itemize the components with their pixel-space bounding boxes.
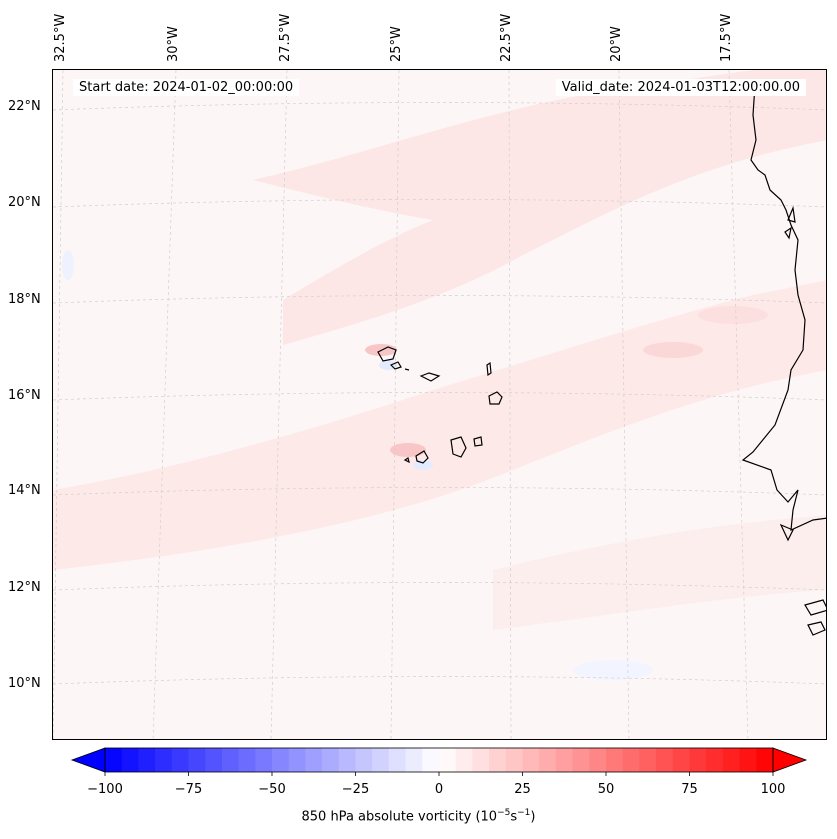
latitude-label: 20°N (8, 195, 41, 210)
colorbar-cell (188, 748, 206, 772)
colorbar-cell (439, 748, 457, 772)
latitude-label: 10°N (8, 676, 41, 691)
colorbar-tick-label: 100 (760, 782, 786, 797)
latitude-label: 16°N (8, 388, 41, 403)
colorbar-cell (606, 748, 624, 772)
colorbar-cell (739, 748, 757, 772)
colorbar-cell (472, 748, 490, 772)
colorbar-cell (121, 748, 139, 772)
colorbar-cell (372, 748, 390, 772)
colorbar-title: 850 hPa absolute vorticity (10−5s−1) (301, 808, 536, 825)
colorbar-tick-label: 75 (681, 782, 698, 797)
colorbar-cell (622, 748, 640, 772)
colorbar-tick-label: −75 (174, 782, 203, 797)
vorticity-max-fogo (390, 443, 426, 457)
colorbar-cell (305, 748, 323, 772)
start-date-label: Start date: 2024-01-02_00:00:00 (73, 79, 300, 96)
colorbar-cell (455, 748, 473, 772)
colorbar-cell (155, 748, 173, 772)
colorbar-cell (338, 748, 356, 772)
colorbar-cell (522, 748, 540, 772)
colorbar-cell (221, 748, 240, 772)
coastline (741, 84, 826, 636)
colorbar-cell (322, 748, 340, 772)
positive-patch-east2 (698, 306, 768, 324)
graticule (53, 70, 826, 739)
colorbar-cell (388, 748, 407, 772)
colorbar-tick-label: −50 (258, 782, 286, 797)
colorbar-cell (288, 748, 306, 772)
colorbar-cell (589, 748, 607, 772)
colorbar-cell (272, 748, 290, 772)
colorbar-extend-max (772, 747, 808, 773)
colorbar-cell (405, 748, 423, 772)
latitude-label: 18°N (8, 292, 41, 307)
colorbar-cell (205, 748, 223, 772)
negative-patch-west (62, 250, 74, 280)
colorbar-cell (722, 748, 741, 772)
latitude-label: 22°N (8, 99, 41, 114)
colorbar-tick-label: 25 (514, 782, 531, 797)
colorbar-cell (138, 748, 156, 772)
colorbar-cell (505, 748, 523, 772)
colorbar-cell (489, 748, 507, 772)
colorbar-cell (422, 748, 440, 772)
cape-verde-islands (377, 346, 503, 464)
map-panel: Start date: 2024-01-02_00:00:00 Valid_da… (52, 69, 827, 740)
colorbar-tick-label: 0 (434, 782, 444, 797)
colorbar-tick-label: −100 (87, 782, 123, 797)
colorbar-cell (706, 748, 724, 772)
latitude-label: 12°N (8, 580, 41, 595)
colorbar-tick-label: −25 (341, 782, 370, 797)
vorticity-min-fogo (413, 460, 433, 470)
negative-patch-south (573, 660, 653, 680)
colorbar-cells (105, 748, 774, 772)
colorbar-cell (255, 748, 273, 772)
colorbar-cell (555, 748, 574, 772)
positive-band-central (53, 280, 826, 570)
colorbar-cell (656, 748, 674, 772)
colorbar-cell (672, 748, 690, 772)
colorbar-tick-label: 50 (597, 782, 615, 797)
colorbar-cell (171, 748, 189, 772)
colorbar-cell (105, 748, 123, 772)
positive-patch-east (643, 342, 703, 358)
colorbar-cell (689, 748, 707, 772)
colorbar-cell (639, 748, 657, 772)
colorbar-cell (572, 748, 590, 772)
colorbar-cell (238, 748, 256, 772)
colorbar-ticks (104, 772, 774, 776)
colorbar-cell (756, 748, 774, 772)
valid-date-label: Valid_date: 2024-01-03T12:00:00.00 (555, 79, 806, 96)
colorbar-cell (539, 748, 557, 772)
vorticity-map (53, 70, 826, 739)
colorbar-cell (355, 748, 373, 772)
colorbar-extend-min (70, 747, 106, 773)
vorticity-min-santo-antao (379, 360, 397, 370)
latitude-label: 14°N (8, 483, 41, 498)
